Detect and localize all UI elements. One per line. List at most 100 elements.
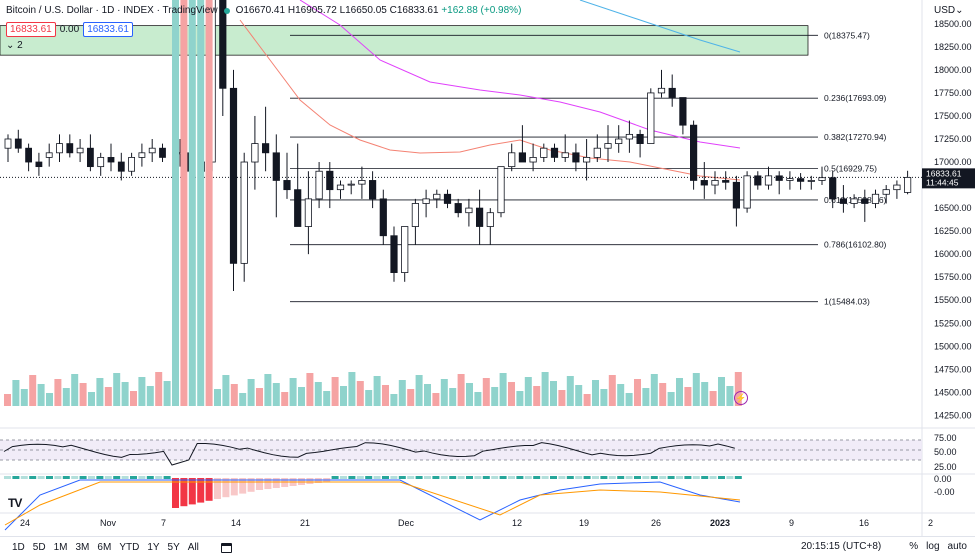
auto-toggle[interactable]: auto bbox=[947, 541, 967, 552]
macd-histogram-neg bbox=[172, 478, 179, 508]
volume-bar-down bbox=[230, 384, 238, 406]
time-axis-label: 7 bbox=[161, 518, 166, 528]
fib-level-label: 0.5(16929.75) bbox=[824, 163, 877, 173]
buy-price-button[interactable]: 16833.61 bbox=[83, 22, 133, 37]
macd-histogram-pos bbox=[54, 476, 62, 479]
time-axis-label: 9 bbox=[789, 518, 794, 528]
volume-bar-up bbox=[676, 378, 683, 406]
macd-histogram-pos bbox=[146, 476, 154, 479]
candle-up bbox=[358, 180, 366, 185]
volume-bar-up bbox=[163, 381, 171, 406]
candle-down bbox=[797, 178, 805, 182]
macd-histogram-neg bbox=[247, 478, 255, 492]
volume-bar-down bbox=[29, 375, 37, 406]
symbol-title[interactable]: Bitcoin / U.S. Dollar · 1D · INDEX · Tra… bbox=[6, 5, 218, 16]
candle-up bbox=[540, 147, 548, 158]
macd-histogram-pos bbox=[516, 476, 524, 479]
macd-histogram-pos bbox=[121, 476, 129, 479]
candle-down bbox=[775, 175, 783, 181]
macd-histogram-neg bbox=[239, 478, 247, 494]
clock-readout[interactable]: 20:15:15 (UTC+8) bbox=[800, 541, 882, 552]
volume-bar-up bbox=[592, 380, 599, 406]
candle-down bbox=[25, 147, 33, 163]
price-axis-tick: 15500.00 bbox=[934, 295, 972, 305]
time-axis-label: Nov bbox=[100, 518, 117, 528]
ohlc-values: O16670.41 H16905.72 L16650.05 C16833.61 … bbox=[236, 5, 522, 16]
candle-down bbox=[35, 161, 43, 168]
price-axis-tick: 18250.00 bbox=[934, 42, 972, 52]
indicators-toggle[interactable]: ⌄ 2 bbox=[6, 40, 23, 51]
macd-histogram-pos bbox=[625, 476, 633, 479]
candle-down bbox=[839, 198, 848, 204]
macd-histogram-pos bbox=[684, 476, 692, 479]
log-toggle[interactable]: log bbox=[926, 541, 940, 552]
volume-bar-up bbox=[239, 393, 247, 406]
candle-up bbox=[138, 152, 146, 158]
candle-down bbox=[690, 124, 698, 181]
range-button-1y[interactable]: 1Y bbox=[147, 542, 160, 553]
last-price-tag bbox=[922, 168, 975, 189]
macd-histogram-neg bbox=[306, 478, 314, 484]
range-button-1m[interactable]: 1M bbox=[53, 542, 68, 553]
chevron-down-icon: ⌄ bbox=[955, 5, 964, 16]
time-axis-label: 16 bbox=[859, 518, 869, 528]
volume-bar-up bbox=[146, 386, 154, 406]
volume-bar-up bbox=[214, 389, 221, 406]
macd-histogram-pos bbox=[659, 476, 667, 479]
volume-bar-up bbox=[88, 392, 95, 406]
candle-up bbox=[583, 157, 591, 163]
range-button-all[interactable]: All bbox=[187, 542, 199, 553]
volume-bar-up bbox=[340, 386, 347, 406]
currency-selector[interactable]: USD⌄ bbox=[934, 5, 964, 16]
range-button-ytd[interactable]: YTD bbox=[119, 542, 140, 553]
candle-down bbox=[679, 97, 687, 126]
range-button-5y[interactable]: 5Y bbox=[167, 542, 180, 553]
volume-bar-up bbox=[222, 375, 230, 406]
macd-histogram-pos bbox=[482, 476, 490, 479]
candle-up bbox=[486, 212, 494, 227]
candle-down bbox=[668, 87, 676, 98]
event-bolt-icon[interactable]: ⚡ bbox=[734, 391, 748, 405]
percent-toggle[interactable]: % bbox=[909, 541, 919, 552]
macd-histogram-pos bbox=[62, 476, 70, 479]
macd-histogram-pos bbox=[155, 476, 163, 479]
candle-up bbox=[561, 152, 569, 158]
candle-up bbox=[148, 147, 156, 154]
macd-histogram-pos bbox=[608, 476, 616, 479]
range-button-3m[interactable]: 3M bbox=[75, 542, 90, 553]
rsi-axis-tick: 75.00 bbox=[934, 433, 957, 443]
fib-level-label: 1(15484.03) bbox=[824, 297, 870, 307]
macd-histogram-pos bbox=[667, 476, 675, 479]
macd-histogram-pos bbox=[550, 476, 557, 479]
calendar-icon[interactable] bbox=[220, 542, 232, 553]
macd-histogram-pos bbox=[600, 476, 608, 479]
candle-up bbox=[904, 177, 912, 193]
range-button-5d[interactable]: 5D bbox=[32, 542, 46, 553]
volume-bar-up bbox=[37, 384, 45, 406]
volume-bar-up bbox=[600, 389, 608, 406]
macd-histogram-neg bbox=[256, 478, 263, 490]
time-axis-label: 19 bbox=[579, 518, 589, 528]
volume-bar-down bbox=[558, 390, 566, 406]
open-value: O16670.41 bbox=[235, 5, 286, 16]
volume-bar-down bbox=[54, 379, 62, 406]
macd-histogram-pos bbox=[356, 476, 364, 479]
candle-down bbox=[754, 175, 762, 186]
volume-bar-up bbox=[541, 372, 549, 406]
volume-bar-up bbox=[113, 373, 121, 406]
candle-up bbox=[347, 183, 355, 186]
macd-histogram-pos bbox=[432, 476, 440, 479]
range-button-6m[interactable]: 6M bbox=[97, 542, 112, 553]
sell-price-button[interactable]: 16833.61 bbox=[6, 22, 56, 37]
volume-bar-up bbox=[46, 393, 53, 406]
macd-histogram-neg bbox=[214, 478, 221, 499]
macd-histogram-pos bbox=[163, 476, 171, 479]
candle-down bbox=[700, 180, 708, 186]
volume-bar-up bbox=[373, 376, 381, 406]
candle-down bbox=[443, 193, 452, 204]
price-axis-tick: 15000.00 bbox=[934, 341, 972, 351]
volume-bar-up bbox=[172, 0, 179, 406]
range-button-1d[interactable]: 1D bbox=[12, 542, 25, 553]
candle-down bbox=[261, 143, 270, 154]
